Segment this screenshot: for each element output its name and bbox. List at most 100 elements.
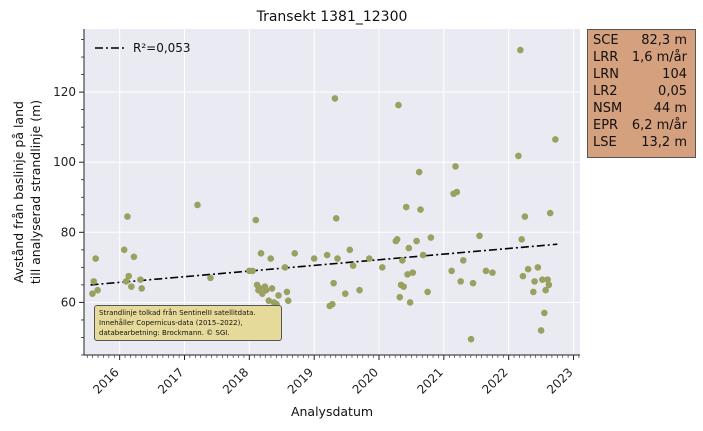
stat-key: NSM: [593, 101, 623, 116]
data-point: [125, 272, 133, 280]
data-point: [539, 276, 546, 283]
data-point: [534, 264, 542, 271]
stat-row: LRR 1,6 m/år: [593, 49, 690, 66]
trend-line: [90, 243, 558, 286]
data-point: [283, 288, 291, 296]
data-point: [365, 255, 373, 262]
data-point: [482, 267, 490, 275]
stat-row: EPR 6,2 m/år: [593, 117, 690, 134]
stat-row: LR2 0,05: [593, 83, 690, 100]
data-point: [252, 216, 260, 224]
stat-value: 44 m: [653, 101, 687, 116]
data-point: [544, 276, 551, 283]
stat-key: SCE: [593, 33, 619, 48]
data-point: [331, 95, 339, 102]
data-point: [413, 237, 420, 245]
data-point: [349, 262, 357, 269]
y-tick-label: 60: [61, 295, 76, 309]
data-point: [281, 264, 289, 271]
data-point: [537, 327, 545, 334]
data-point: [419, 251, 427, 259]
data-point: [518, 236, 525, 243]
x-tick-label: 2020: [350, 365, 381, 396]
data-point: [545, 281, 553, 289]
data-point: [396, 293, 404, 301]
credit-line: Innehåller Copernicus-data (2015–2022),: [99, 319, 243, 327]
stat-value: 13,2 m: [641, 135, 687, 150]
data-point: [427, 234, 435, 241]
stat-row: LSE 13,2 m: [593, 134, 690, 151]
data-point: [400, 283, 407, 290]
data-point: [395, 101, 402, 109]
y-tick-label: 100: [53, 155, 76, 169]
stat-key: LSE: [593, 135, 617, 150]
stat-key: EPR: [593, 118, 619, 133]
data-point: [332, 214, 340, 222]
y-tick-label: 120: [53, 85, 76, 99]
legend: R²=0,053: [95, 41, 191, 55]
data-point: [356, 286, 363, 294]
data-point: [541, 309, 548, 317]
data-point: [417, 206, 424, 213]
x-axis-label: Analysdatum: [291, 404, 373, 419]
data-point: [546, 209, 554, 217]
stat-value: 82,3 m: [641, 33, 687, 48]
data-point: [284, 297, 292, 304]
data-point: [524, 265, 532, 273]
data-point: [453, 188, 461, 196]
data-point: [393, 236, 401, 243]
data-point: [128, 283, 135, 290]
x-tick-label: 2021: [414, 365, 445, 396]
data-point: [476, 232, 483, 240]
data-point: [90, 278, 98, 285]
data-points: [89, 46, 559, 343]
data-point: [552, 136, 559, 143]
x-tick-label: 2019: [285, 365, 316, 396]
data-point: [291, 250, 299, 257]
legend-trend-label: R²=0,053: [133, 41, 191, 55]
data-point: [467, 335, 475, 343]
data-point: [256, 285, 264, 292]
x-tick-label: 2017: [155, 365, 186, 396]
stat-value: 104: [662, 67, 687, 82]
data-point: [194, 201, 201, 209]
trend-layer: [90, 243, 558, 286]
data-point: [402, 203, 410, 211]
grid: [84, 29, 580, 355]
data-point: [130, 253, 138, 261]
data-point: [530, 288, 537, 296]
statistics-box: SCE 82,3 m LRR 1,6 m/år LRN 104 LR2 0,05 NSM…: [587, 29, 696, 158]
data-point: [249, 267, 256, 275]
data-point: [341, 290, 349, 297]
data-point: [124, 213, 131, 220]
data-credit-box: Strandlinje tolkad från SentinelII satel…: [94, 305, 282, 341]
data-point: [542, 286, 549, 294]
data-point: [404, 271, 411, 278]
stat-value: 6,2 m/år: [631, 118, 687, 133]
data-point: [459, 257, 467, 264]
data-point: [323, 251, 331, 259]
data-point: [489, 269, 496, 276]
data-point: [409, 269, 417, 276]
data-point: [257, 250, 265, 257]
data-point: [137, 276, 144, 283]
stat-row: LRN 104: [593, 66, 690, 83]
data-point: [406, 299, 414, 306]
data-point: [122, 278, 130, 285]
data-point: [262, 286, 270, 294]
data-point: [207, 274, 214, 282]
data-point: [405, 244, 413, 252]
data-point: [120, 246, 128, 254]
data-point: [92, 255, 99, 262]
data-point: [346, 246, 354, 254]
data-point: [138, 285, 146, 292]
data-point: [94, 286, 101, 294]
data-point: [448, 267, 455, 275]
data-point: [424, 288, 431, 296]
data-point: [265, 297, 273, 304]
x-tick-label: 2023: [544, 365, 575, 396]
x-tick-label: 2022: [479, 365, 510, 396]
stat-row: SCE 82,3 m: [593, 32, 690, 49]
data-point: [519, 272, 527, 280]
data-point: [275, 292, 282, 299]
